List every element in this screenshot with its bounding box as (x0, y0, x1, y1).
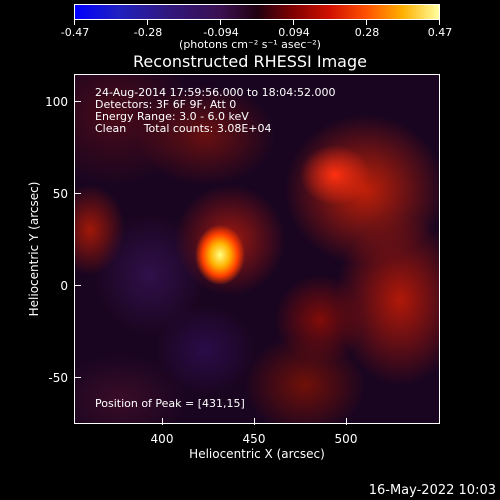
y-tick (74, 377, 81, 378)
y-tick-label: 50 (52, 187, 68, 201)
colorbar-tick (147, 20, 148, 25)
colorbar-units: (photons cm⁻² s⁻¹ asec⁻²) (179, 38, 321, 51)
peak-position-label: Position of Peak = [431,15] (95, 397, 245, 410)
colorbar-tick-label: -0.094 (203, 26, 239, 39)
colorbar (74, 4, 440, 20)
x-tick-label: 400 (150, 432, 174, 446)
detectors-label: Detectors: 3F 6F 9F, Att 0 (95, 98, 237, 111)
colorbar-tick-label: 0.47 (427, 26, 453, 39)
y-axis-title: Heliocentric Y (arcsec) (27, 181, 41, 317)
y-tick-label: 0 (60, 279, 68, 293)
colorbar-tick-label: -0.47 (60, 26, 90, 39)
y-tick-label: -50 (48, 371, 68, 385)
y-tick-label: 100 (45, 95, 68, 109)
y-tick (74, 193, 81, 194)
heatmap-image (75, 75, 439, 423)
colorbar-tick (293, 20, 294, 25)
energy-range-label: Energy Range: 3.0 - 6.0 keV (95, 110, 249, 123)
colorbar-tick (439, 20, 440, 25)
colorbar-tick (366, 20, 367, 25)
colorbar-tick-label: 0.094 (278, 26, 310, 39)
x-tick-label: 450 (242, 432, 266, 446)
colorbar-tick-label: -0.28 (133, 26, 163, 39)
x-axis-title: Heliocentric X (arcsec) (189, 447, 325, 461)
x-tick (346, 418, 347, 425)
time-range-label: 24-Aug-2014 17:59:56.000 to 18:04:52.000 (95, 86, 336, 99)
x-tick (162, 418, 163, 425)
y-tick (74, 101, 81, 102)
image-plot-area: 24-Aug-2014 17:59:56.000 to 18:04:52.000… (74, 74, 440, 424)
colorbar-tick (220, 20, 221, 25)
x-tick-label: 500 (334, 432, 358, 446)
colorbar-tick-label: 0.28 (354, 26, 380, 39)
plot-title: Reconstructed RHESSI Image (133, 52, 367, 71)
x-tick (254, 418, 255, 425)
clean-counts-label: Clean Total counts: 3.08E+04 (95, 122, 272, 135)
colorbar-tick (74, 20, 75, 25)
y-tick (74, 285, 81, 286)
datestamp: 16-May-2022 10:03 (368, 483, 496, 498)
